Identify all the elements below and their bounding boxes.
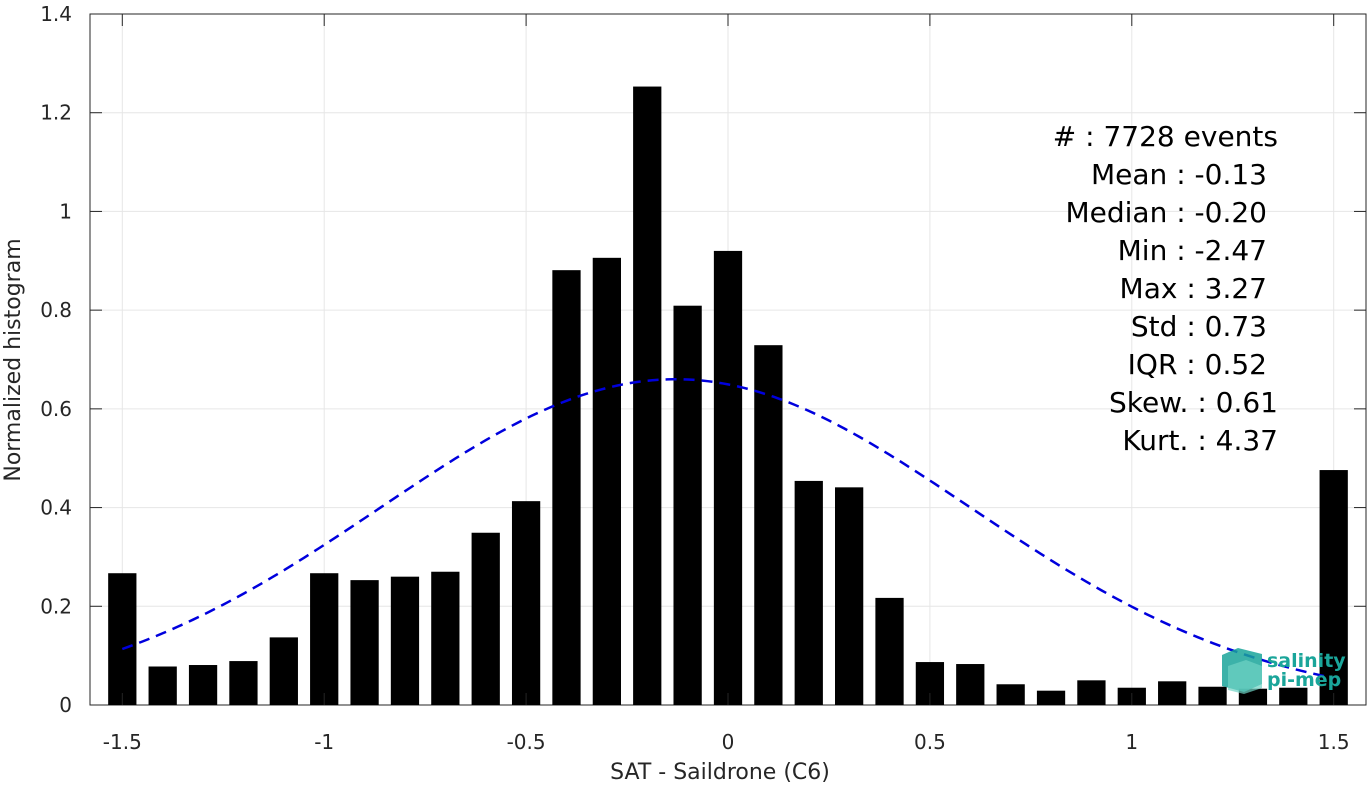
y-tick-label-7: 1.4 bbox=[40, 2, 72, 26]
stats-iqr: IQR : 0.52 bbox=[1128, 348, 1267, 381]
logo-text-salinity: salinity bbox=[1267, 650, 1346, 672]
stats-events: # : 7728 events bbox=[1053, 120, 1278, 153]
salinity-pi-mep-logo: salinity pi-mep bbox=[1222, 648, 1346, 694]
histogram-bar-8 bbox=[431, 571, 460, 705]
y-tick-label-1: 0.2 bbox=[40, 594, 72, 618]
stats-max: Max : 3.27 bbox=[1120, 272, 1267, 305]
histogram-bar-13 bbox=[633, 86, 662, 706]
x-tick-label-3: 0 bbox=[722, 730, 735, 754]
histogram-bar-27 bbox=[1198, 686, 1227, 705]
histogram-bar-17 bbox=[794, 480, 823, 705]
histogram-bar-24 bbox=[1077, 680, 1106, 705]
y-tick-label-2: 0.4 bbox=[40, 496, 72, 520]
gaussian-fit-curve bbox=[121, 377, 1334, 680]
grid-lines bbox=[90, 13, 1366, 706]
stats-min: Min : -2.47 bbox=[1118, 234, 1267, 267]
x-tick-label-4: 0.5 bbox=[914, 730, 946, 754]
histogram-bar-30 bbox=[1319, 470, 1348, 705]
histogram-bar-26 bbox=[1158, 681, 1187, 705]
y-tick-label-0: 0 bbox=[59, 693, 72, 717]
histogram-bar-21 bbox=[956, 664, 985, 705]
histogram-bar-5 bbox=[310, 573, 339, 705]
histogram-bar-14 bbox=[673, 305, 702, 705]
stats-mean: Mean : -0.13 bbox=[1091, 158, 1267, 191]
x-tick-label-6: 1.5 bbox=[1318, 730, 1350, 754]
logo-text-pimep: pi-mep bbox=[1267, 669, 1341, 691]
x-axis-label: SAT - Saildrone (C6) bbox=[610, 760, 830, 785]
stats-std: Std : 0.73 bbox=[1131, 310, 1267, 343]
histogram-bar-19 bbox=[875, 597, 904, 705]
histogram-bar-15 bbox=[713, 250, 743, 705]
histogram-bar-6 bbox=[350, 580, 379, 705]
y-tick-label-6: 1.2 bbox=[40, 101, 72, 125]
x-tick-label-1: -1 bbox=[314, 730, 334, 754]
y-axis-ticks: 0 0.2 0.4 0.6 0.8 1 1.2 1.4 bbox=[40, 2, 1366, 717]
histogram-bar-18 bbox=[835, 487, 864, 705]
x-tick-label-2: -0.5 bbox=[507, 730, 546, 754]
histogram-bar-11 bbox=[552, 270, 581, 705]
histogram-bar-22 bbox=[996, 684, 1025, 705]
y-tick-label-5: 1 bbox=[59, 199, 72, 223]
histogram-bar-2 bbox=[188, 665, 218, 705]
histogram-bar-0 bbox=[108, 573, 137, 705]
stats-skewness: Skew. : 0.61 bbox=[1109, 386, 1278, 419]
histogram-bar-1 bbox=[148, 666, 177, 705]
stats-median: Median : -0.20 bbox=[1065, 196, 1267, 229]
logo-wave-icon-inner bbox=[1228, 660, 1262, 694]
histogram-bar-29 bbox=[1279, 687, 1308, 705]
histogram-bar-4 bbox=[269, 637, 298, 705]
histogram-bar-7 bbox=[390, 576, 420, 705]
x-tick-label-5: 1 bbox=[1125, 730, 1138, 754]
x-axis-ticks: -1.5 -1 -0.5 0 0.5 1 1.5 bbox=[103, 14, 1350, 754]
histogram-bar-12 bbox=[592, 257, 621, 705]
histogram-bar-23 bbox=[1036, 690, 1066, 705]
histogram-bar-9 bbox=[471, 532, 500, 705]
statistics-panel: # : 7728 events Mean : -0.13 Median : -0… bbox=[1053, 120, 1278, 457]
histogram-bar-10 bbox=[511, 501, 541, 705]
y-tick-label-3: 0.6 bbox=[40, 397, 72, 421]
histogram-bar-3 bbox=[229, 661, 258, 705]
histogram-bars bbox=[108, 86, 1348, 706]
y-tick-label-4: 0.8 bbox=[40, 298, 72, 322]
stats-kurtosis: Kurt. : 4.37 bbox=[1122, 424, 1278, 457]
x-tick-label-0: -1.5 bbox=[103, 730, 142, 754]
histogram-bar-16 bbox=[754, 345, 783, 705]
y-axis-label: Normalized histogram bbox=[1, 238, 26, 481]
